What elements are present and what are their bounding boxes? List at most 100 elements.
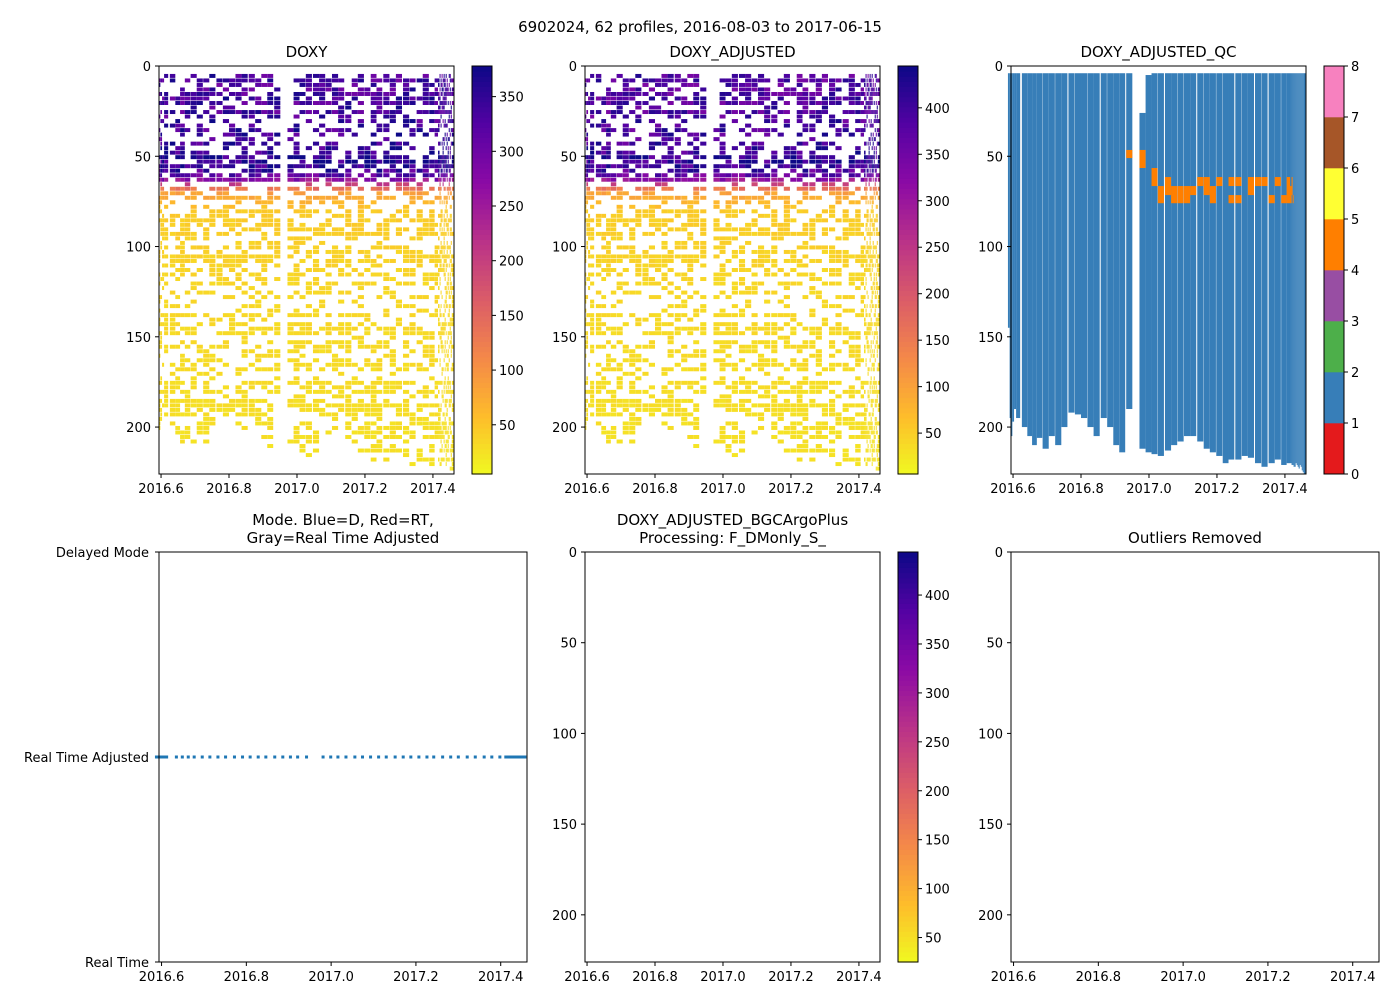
heatmap-cell [180,245,185,249]
heatmap-cell [423,200,429,204]
heatmap-cell [876,78,877,82]
heatmap-cell [451,336,452,340]
heatmap-cell [255,110,261,114]
heatmap-cell [586,164,588,168]
heatmap-cell [447,399,448,403]
heatmap-cell [700,245,706,249]
heatmap-cell [409,381,415,385]
heatmap-cell [642,187,648,191]
heatmap-cell [223,191,229,195]
heatmap-cell [720,426,726,430]
heatmap-cell [443,331,444,335]
heatmap-cell [868,200,869,204]
heatmap-cell [448,191,449,195]
heatmap-cell [300,444,306,448]
heatmap-cell [364,160,370,164]
heatmap-cell [617,205,623,209]
heatmap-cell [403,87,409,91]
heatmap-cell [170,412,175,416]
heatmap-cell [441,214,442,218]
heatmap-cell [790,390,796,394]
heatmap-cell [435,245,438,249]
heatmap-cell [864,124,866,128]
heatmap-cell [180,381,185,385]
heatmap-cell [809,124,815,128]
heatmap-cell [261,223,267,227]
heatmap-cell [700,367,706,371]
heatmap-cell [764,250,770,254]
heatmap-cell [162,178,164,182]
heatmap-cell [803,191,809,195]
heatmap-cell [364,426,370,430]
heatmap-cell [185,128,190,132]
heatmap-cell [642,214,648,218]
heatmap-cell [442,430,443,434]
heatmap-cell [797,381,803,385]
heatmap-cell [809,115,815,119]
heatmap-cell [443,322,444,326]
heatmap-cell [332,142,338,146]
heatmap-cell [409,313,415,317]
heatmap-cell [446,146,447,150]
heatmap-cell [377,110,383,114]
heatmap-cell [423,83,429,87]
heatmap-cell [332,200,338,204]
heatmap-cell [326,273,332,277]
heatmap-cell [235,421,241,425]
heatmap-cell [383,385,389,389]
heatmap-cell [442,155,443,159]
heatmap-cell [720,128,726,132]
heatmap-cell [423,160,429,164]
heatmap-cell [835,178,841,182]
heatmap-cell [338,227,344,231]
heatmap-cell [797,430,803,434]
heatmap-cell [274,209,280,213]
heatmap-cell [403,426,409,430]
heatmap-cell [668,178,674,182]
heatmap-cell [582,187,584,191]
heatmap-cell [590,155,594,159]
heatmap-cell [873,367,874,371]
heatmap-cell [875,304,876,308]
heatmap-cell [223,295,229,299]
heatmap-cell [849,223,855,227]
heatmap-cell [185,430,190,434]
heatmap-cell [816,385,822,389]
heatmap-cell [590,264,594,268]
heatmap-cell [752,282,758,286]
heatmap-cell [447,390,448,394]
heatmap-cell [720,92,726,96]
heatmap-cell [409,97,415,101]
heatmap-cell [623,372,629,376]
heatmap-cell [590,92,594,96]
heatmap-cell [156,313,158,317]
heatmap-cell [191,232,197,236]
heatmap-cell [449,295,450,299]
heatmap-cell [443,268,444,272]
heatmap-cell [443,146,444,150]
heatmap-cell [294,155,300,159]
heatmap-cell [873,133,874,137]
heatmap-cell [606,142,611,146]
heatmap-cell [170,291,175,295]
heatmap-cell [870,155,871,159]
heatmap-cell [444,435,445,439]
heatmap-cell [352,363,358,367]
heatmap-cell [635,259,641,263]
heatmap-cell [235,74,241,78]
heatmap-cell [417,363,423,367]
heatmap-cell [338,340,344,344]
heatmap-cell [606,435,611,439]
heatmap-cell [444,137,445,141]
heatmap-cell [229,160,235,164]
heatmap-cell [294,164,300,168]
heatmap-cell [588,250,590,254]
heatmap-cell [874,187,875,191]
heatmap-cell [758,354,764,358]
heatmap-cell [156,259,158,263]
heatmap-cell [197,128,203,132]
heatmap-cell [861,295,864,299]
heatmap-cell [713,155,719,159]
heatmap-cell [287,349,293,353]
heatmap-cell [229,182,235,186]
